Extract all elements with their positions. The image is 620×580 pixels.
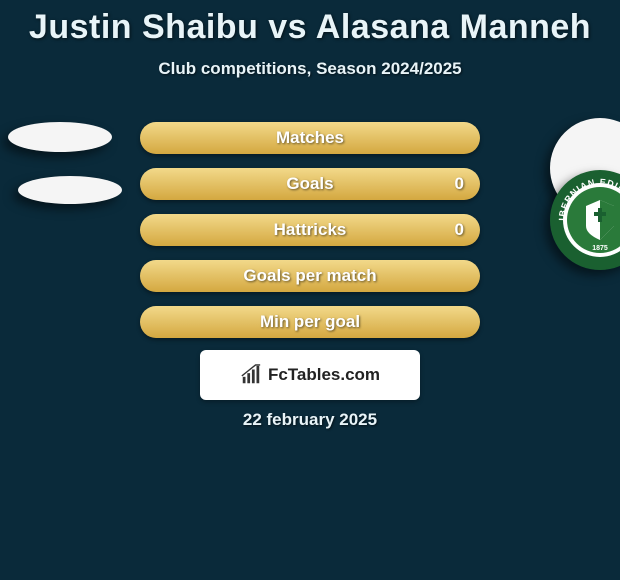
club-badge-year: 1875 <box>592 245 608 252</box>
stat-label: Matches <box>276 128 344 148</box>
stat-row-matches: Matches <box>140 122 480 154</box>
stat-value-right: 0 <box>455 220 464 240</box>
stat-row-gpm: Goals per match <box>140 260 480 292</box>
stat-value-right: 0 <box>455 174 464 194</box>
season-subtitle: Club competitions, Season 2024/2025 <box>0 59 620 79</box>
stats-bars: Matches Goals 0 Hattricks 0 Goals per ma… <box>140 122 480 352</box>
fctables-logo: FcTables.com <box>200 350 420 400</box>
stat-label: Hattricks <box>274 220 347 240</box>
stat-label: Goals <box>286 174 333 194</box>
comparison-title: Justin Shaibu vs Alasana Manneh <box>0 0 620 47</box>
player-left-photo-placeholder-1 <box>8 122 112 152</box>
stat-row-hattricks: Hattricks 0 <box>140 214 480 246</box>
snapshot-date: 22 february 2025 <box>0 410 620 430</box>
player-left-photo-placeholder-2 <box>18 176 122 204</box>
stat-label: Goals per match <box>243 266 376 286</box>
stat-row-mpg: Min per goal <box>140 306 480 338</box>
bar-chart-icon <box>240 364 262 386</box>
stat-label: Min per goal <box>260 312 360 332</box>
stat-row-goals: Goals 0 <box>140 168 480 200</box>
fctables-logo-text: FcTables.com <box>268 365 380 385</box>
